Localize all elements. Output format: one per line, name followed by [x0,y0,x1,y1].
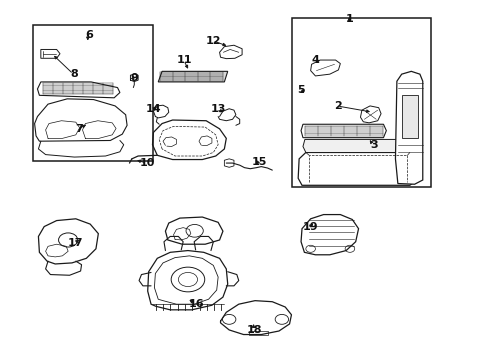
Polygon shape [298,153,415,185]
Bar [33,25,153,161]
Polygon shape [401,95,417,138]
Text: 6: 6 [84,30,93,40]
Text: 18: 18 [246,325,261,335]
Text: 8: 8 [70,69,78,79]
Text: 10: 10 [140,158,155,168]
Polygon shape [147,251,227,310]
Text: 5: 5 [297,85,304,95]
Text: 17: 17 [68,238,83,248]
Text: 19: 19 [302,221,318,231]
Text: 4: 4 [311,55,319,65]
Polygon shape [154,256,218,304]
Polygon shape [38,82,120,98]
Text: 16: 16 [188,299,204,309]
Polygon shape [152,120,226,159]
Polygon shape [165,217,223,244]
Polygon shape [301,215,358,255]
Polygon shape [224,159,233,167]
Polygon shape [249,331,267,334]
Text: 9: 9 [130,73,138,83]
Text: 11: 11 [177,55,192,65]
Polygon shape [301,124,386,138]
Text: 14: 14 [145,104,161,114]
Text: 15: 15 [251,157,266,167]
Polygon shape [35,99,127,141]
Polygon shape [158,71,227,82]
Polygon shape [310,60,340,76]
Text: 12: 12 [205,36,221,46]
Text: 1: 1 [346,14,353,24]
Polygon shape [41,49,60,58]
Polygon shape [395,71,422,184]
Text: 2: 2 [333,101,341,111]
Polygon shape [39,219,98,264]
Polygon shape [360,106,380,123]
Polygon shape [45,244,68,257]
Polygon shape [219,45,242,59]
Text: 13: 13 [210,104,225,114]
Polygon shape [303,139,415,153]
Bar [292,18,430,187]
Text: 3: 3 [369,140,377,150]
Text: 7: 7 [75,124,83,134]
